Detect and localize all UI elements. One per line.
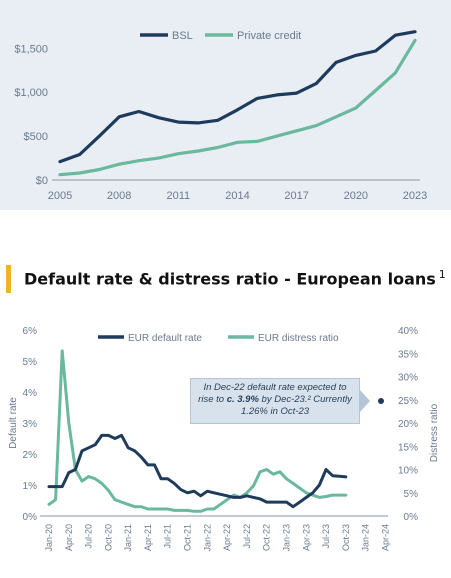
legend-label-private-credit: Private credit bbox=[237, 30, 301, 42]
x-tick-label-2020: 2020 bbox=[344, 190, 368, 202]
right-axis-title: Distress ratio bbox=[429, 403, 440, 462]
right-tick-label-20: 20% bbox=[398, 419, 418, 430]
callout-line-2: rise to c. 3.9% by Dec-23.² Currently bbox=[198, 394, 352, 405]
x-tick-label-oct-21: Oct-21 bbox=[183, 524, 193, 551]
x-tick-label-apr-23: Apr-23 bbox=[301, 524, 311, 551]
series-line-private-credit bbox=[58, 38, 417, 177]
x-tick-label-apr-24: Apr-24 bbox=[380, 524, 390, 551]
forecast-callout: In Dec-22 default rate expected to rise … bbox=[190, 378, 360, 424]
x-tick-label-apr-22: Apr-22 bbox=[222, 524, 232, 551]
legend-label-bsl: BSL bbox=[172, 30, 193, 42]
left-tick-label-4: 4% bbox=[23, 388, 38, 399]
right-tick-label-30: 30% bbox=[398, 373, 418, 384]
series-line-eur-distress-ratio bbox=[47, 349, 348, 513]
x-tick-label-oct-23: Oct-23 bbox=[341, 524, 351, 551]
x-tick-label-jul-21: Jul-21 bbox=[163, 524, 173, 549]
x-tick-label-2011: 2011 bbox=[167, 190, 191, 202]
callout-line-3: 1.26% in Oct-23 bbox=[240, 406, 310, 417]
legend-label-eur-distress-ratio: EUR distress ratio bbox=[258, 333, 339, 344]
left-tick-label-0: 0% bbox=[23, 512, 38, 523]
y-tick-label-0: $0 bbox=[36, 175, 48, 187]
x-tick-label-jul-20: Jul-20 bbox=[84, 524, 94, 549]
aum-line-chart: $0 $500 $1,000 $1,500 2005 2008 2011 2014 2017 20… bbox=[14, 30, 427, 202]
section-title: Default rate & distress ratio - European… bbox=[24, 268, 446, 289]
right-tick-label-40: 40% bbox=[398, 326, 418, 337]
y-tick-label-1-500: $1,500 bbox=[14, 43, 48, 55]
left-tick-label-6: 6% bbox=[23, 326, 38, 337]
y-tick-label-1-000: $1,000 bbox=[14, 87, 48, 99]
section-heading: Default rate & distress ratio - European… bbox=[6, 262, 451, 296]
default-rate-line-chart: 0% 1% 2% 3% 4% 5% 6% 0% 5% 10% 15% 20% 25% 30% 35% 40% J… bbox=[8, 326, 440, 552]
callout-arrow bbox=[360, 390, 370, 412]
right-tick-label-15: 15% bbox=[398, 442, 418, 453]
x-tick-label-jan-24: Jan-24 bbox=[361, 524, 371, 552]
right-tick-label-25: 25% bbox=[398, 396, 418, 407]
y-tick-label-500: $500 bbox=[24, 131, 48, 143]
x-tick-label-jul-23: Jul-23 bbox=[321, 524, 331, 549]
x-tick-label-2005: 2005 bbox=[48, 190, 72, 202]
left-tick-label-1: 1% bbox=[23, 481, 38, 492]
x-tick-label-oct-20: Oct-20 bbox=[103, 524, 113, 551]
aum-chart-panel: $0 $500 $1,000 $1,500 2005 2008 2011 2014 2017 20… bbox=[0, 0, 451, 210]
heading-accent-bar bbox=[6, 265, 11, 293]
right-tick-label-5: 5% bbox=[404, 489, 419, 500]
x-tick-label-jul-22: Jul-22 bbox=[242, 524, 252, 549]
x-tick-label-jan-23: Jan-23 bbox=[281, 524, 291, 552]
x-tick-label-apr-21: Apr-21 bbox=[143, 524, 153, 551]
x-tick-label-jan-21: Jan-21 bbox=[123, 524, 133, 552]
forecast-marker bbox=[378, 398, 384, 404]
callout-line-1: In Dec-22 default rate expected to bbox=[203, 382, 347, 393]
right-tick-label-10: 10% bbox=[398, 466, 418, 477]
x-tick-label-jan-22: Jan-22 bbox=[202, 524, 212, 552]
x-tick-label-2014: 2014 bbox=[225, 190, 249, 202]
left-tick-label-5: 5% bbox=[23, 357, 38, 368]
legend-label-eur-default-rate: EUR default rate bbox=[128, 333, 202, 344]
series-line-bsl bbox=[58, 30, 417, 164]
x-tick-label-jan-20: Jan-20 bbox=[44, 524, 54, 552]
x-tick-label-2017: 2017 bbox=[284, 190, 308, 202]
left-tick-label-2: 2% bbox=[23, 450, 38, 461]
x-tick-label-2023: 2023 bbox=[403, 190, 427, 202]
default-rate-chart-panel: 0% 1% 2% 3% 4% 5% 6% 0% 5% 10% 15% 20% 25% 30% 35% 40% J… bbox=[0, 310, 451, 578]
right-tick-label-0: 0% bbox=[404, 512, 419, 523]
x-tick-label-2008: 2008 bbox=[107, 190, 131, 202]
x-tick-label-apr-20: Apr-20 bbox=[64, 524, 74, 551]
series-line-eur-default-rate bbox=[47, 433, 348, 509]
footnote-marker: 1 bbox=[438, 268, 446, 281]
callout-forecast-value: c. 3.9% bbox=[226, 394, 259, 405]
left-axis-title: Default rate bbox=[8, 397, 19, 449]
right-tick-label-35: 35% bbox=[398, 349, 418, 360]
x-tick-label-oct-22: Oct-22 bbox=[262, 524, 272, 551]
left-tick-label-3: 3% bbox=[23, 419, 38, 430]
